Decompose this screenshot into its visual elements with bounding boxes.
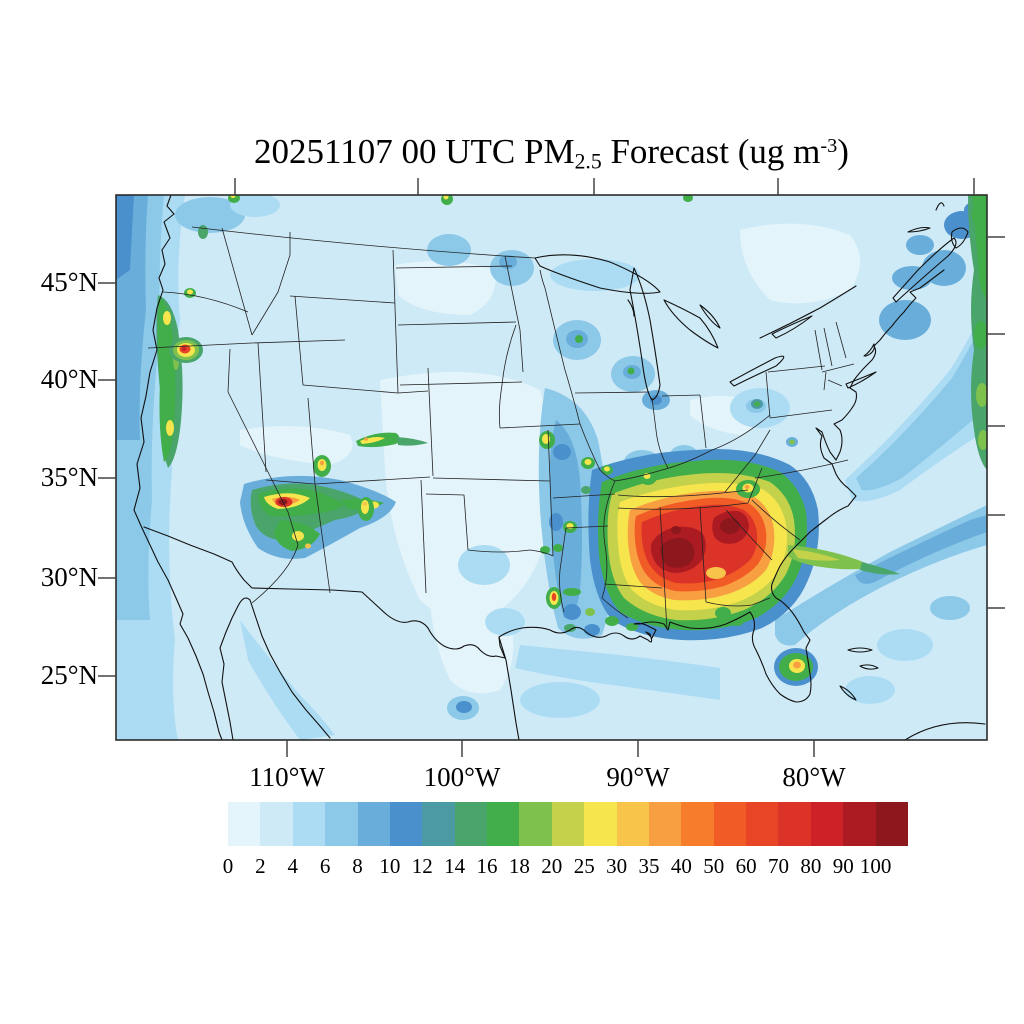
colorbar-tick-label: 2 [255, 854, 266, 878]
colorbar-cell [325, 802, 358, 846]
hotspot-louisiana [546, 587, 562, 609]
pm25-field [116, 195, 987, 740]
lon-tick-label: 90°W [606, 762, 670, 792]
colorbar-cell [713, 802, 746, 846]
colorbar-tick-label: 90 [832, 854, 854, 878]
colorbar-tick-label: 25 [573, 854, 595, 878]
colorbar-tick-label: 100 [859, 854, 892, 878]
colorbar-tick-label: 70 [767, 854, 789, 878]
map-frame [98, 178, 1005, 757]
colorbar-cell [389, 802, 423, 846]
colorbar-cell [875, 802, 908, 846]
colorbar-tick-label: 6 [319, 854, 331, 878]
colorbar-cell [487, 802, 520, 846]
colorbar-cell [810, 802, 844, 846]
colorbar-tick-label: 10 [379, 854, 401, 878]
state-boundaries [147, 226, 855, 631]
colorbar [228, 802, 908, 846]
hotspot-southeast [588, 449, 819, 641]
colorbar-tick-label: 50 [703, 854, 725, 878]
colorbar-cell [584, 802, 617, 846]
title-middle: Forecast (ug m [601, 132, 821, 172]
lon-tick-label: 80°W [782, 762, 846, 792]
colorbar-cell [616, 802, 649, 846]
colorbar-tick-label: 60 [735, 854, 757, 878]
colorbar-cell [292, 802, 326, 846]
lat-tick-label: 35°N [40, 462, 98, 492]
colorbar-tick-label: 4 [287, 854, 299, 878]
colorbar-cell [746, 802, 779, 846]
lon-tick-label: 100°W [423, 762, 501, 792]
colorbar-tick-label: 35 [638, 854, 660, 878]
page-title: 20251107 00 UTC PM2.5 Forecast (ug m-3) [116, 120, 987, 174]
title-suffix: ) [837, 132, 849, 172]
colorbar-tick-label: 0 [222, 854, 234, 878]
colorbar-cell [357, 802, 390, 846]
colorbar-tick-label: 12 [411, 854, 433, 878]
colorbar-tick-label: 14 [444, 854, 466, 878]
colorbar-cell [422, 802, 455, 846]
colorbar-tick-label: 80 [800, 854, 822, 878]
colorbar-cell [519, 802, 552, 846]
lat-tick-label: 45°N [40, 267, 98, 297]
colorbar-tick-label: 40 [670, 854, 692, 878]
coastlines [133, 195, 986, 740]
axis-ticks [98, 178, 1005, 757]
hotspot-nevada [169, 337, 203, 363]
colorbar-tick-label: 16 [476, 854, 498, 878]
lat-tick-label: 25°N [40, 660, 98, 690]
lat-tick-label: 40°N [40, 364, 98, 394]
colorbar-cell [648, 802, 682, 846]
colorbar-cell [681, 802, 714, 846]
title-subscript: 2.5 [574, 149, 602, 174]
colorbar-cell [843, 802, 876, 846]
lon-tick-label: 110°W [249, 762, 325, 792]
colorbar-cell [551, 802, 585, 846]
colorbar-tick-label: 8 [352, 854, 363, 878]
colorbar-tick-label: 30 [606, 854, 628, 878]
colorbar-cell [260, 802, 293, 846]
title-prefix: 20251107 00 UTC PM [254, 132, 575, 172]
colorbar-tick-label: 18 [508, 854, 530, 878]
colorbar-labels: 0 2 4 6 8 10 12 14 16 18 20 25 30 35 40 50 60 70 80 90 100 [0, 854, 1024, 880]
colorbar-cell [778, 802, 811, 846]
colorbar-cell [228, 802, 261, 846]
colorbar-tick-label: 20 [541, 854, 563, 878]
title-superscript: -3 [820, 135, 838, 157]
colorbar-cell [454, 802, 487, 846]
lat-tick-label: 30°N [40, 562, 98, 592]
